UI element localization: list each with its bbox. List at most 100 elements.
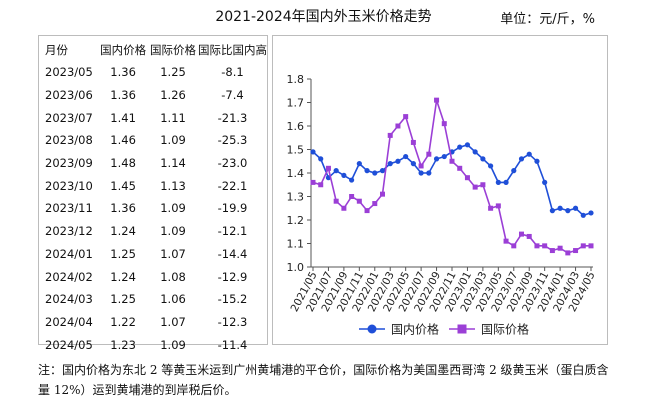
cell-domestic: 1.36 (110, 88, 136, 103)
domestic-price-point (457, 144, 463, 150)
cell-month: 2024/01 (45, 246, 93, 261)
international-price-point (588, 243, 594, 249)
cell-difference: -8.1 (221, 65, 244, 80)
international-price-point (387, 132, 393, 138)
domestic-price-point (503, 179, 509, 185)
international-price-point (410, 139, 416, 145)
international-price-point (580, 243, 586, 249)
y-tick-label: 1.1 (287, 238, 305, 251)
cell-domestic: 1.24 (110, 224, 136, 239)
cell-domestic: 1.24 (110, 269, 136, 284)
cell-difference: -12.1 (217, 224, 248, 239)
cell-difference: -11.4 (217, 337, 248, 352)
table-row: 2023/11 1.36 1.09 -19.9 (43, 197, 267, 220)
y-tick-label: 1.6 (287, 120, 305, 133)
international-price-point (488, 205, 494, 211)
header-international: 国际价格 (150, 43, 197, 57)
cell-international: 1.07 (160, 246, 186, 261)
table-row: 2023/07 1.41 1.11 -21.3 (43, 106, 267, 129)
price-table: 月份 国内价格 国际价格 国际比国内高 2023/05 1.36 1.25 -8.1 2… (43, 39, 267, 356)
cell-difference: -7.4 (221, 88, 244, 103)
table-row: 2023/06 1.36 1.26 -7.4 (43, 84, 267, 107)
international-price-point (395, 123, 401, 129)
table-row: 2023/10 1.45 1.13 -22.1 (43, 174, 267, 197)
table-body: 2023/05 1.36 1.25 -8.1 2023/06 1.36 1.26 -7.4 20… (43, 61, 267, 356)
cell-difference: -14.4 (217, 246, 248, 261)
unit-label: 单位：元/斤，% (500, 12, 595, 27)
cell-domestic: 1.25 (110, 246, 136, 261)
cell-month: 2023/07 (45, 110, 93, 125)
line-chart: 1.01.11.21.31.41.51.61.71.82021/052021/0… (287, 73, 598, 337)
y-tick-label: 1.5 (287, 144, 305, 157)
international-price-point (349, 194, 355, 199)
domestic-price-point (488, 163, 494, 169)
chart-panel: 1.0 1.1 1.2 1.3 1.4 1.5 1.6 1.7 1.8 2021/05 2021/0… (272, 35, 608, 345)
domestic-price-point (480, 156, 486, 162)
domestic-price-point (565, 208, 571, 214)
domestic-price-point (310, 149, 316, 155)
cell-domestic: 1.22 (110, 314, 136, 329)
y-tick-label: 1.8 (287, 73, 305, 86)
cell-month: 2023/08 (45, 133, 93, 148)
cell-international: 1.09 (160, 224, 186, 239)
domestic-price-point (580, 212, 586, 218)
domestic-price-point (426, 170, 432, 176)
chart-title: 2021-2024年国内外玉米价格走势 (215, 9, 432, 25)
domestic-price-point (418, 170, 424, 176)
international-price-point (511, 243, 517, 249)
domestic-price-point (557, 205, 563, 211)
international-price-point (480, 182, 486, 188)
domestic-price-point (511, 168, 517, 174)
cell-international: 1.26 (160, 88, 186, 103)
cell-month: 2023/10 (45, 178, 93, 193)
header-domestic: 国内价格 (100, 43, 147, 57)
cell-international: 1.06 (160, 292, 186, 307)
domestic-price-point (572, 205, 579, 211)
cell-domestic: 1.48 (110, 156, 136, 171)
cell-month: 2024/02 (45, 269, 93, 284)
cell-international: 1.07 (160, 314, 186, 329)
international-price-point (464, 175, 470, 181)
legend-marker-international (457, 324, 467, 334)
international-price-point (372, 201, 378, 207)
series-line-1 (312, 143, 592, 217)
legend-marker-domestic (367, 324, 377, 334)
international-price-point (526, 233, 532, 239)
international-price-point (549, 248, 555, 254)
international-price-point (310, 179, 316, 185)
cell-difference: -19.9 (217, 201, 248, 216)
legend-label-2: 国际价格 (481, 322, 529, 337)
domestic-price-point (441, 153, 447, 160)
table-header-row: 月份 国内价格 国际价格 国际比国内高 (43, 39, 267, 61)
table-row: 2024/02 1.24 1.08 -12.9 (43, 265, 267, 288)
cell-month: 2023/06 (45, 88, 93, 103)
international-price-point (418, 163, 424, 169)
cell-difference: -12.3 (217, 314, 248, 329)
y-tick-label: 1.4 (287, 167, 305, 180)
cell-international: 1.14 (160, 156, 186, 171)
domestic-price-point (379, 168, 386, 174)
cell-domestic: 1.45 (110, 178, 136, 193)
domestic-price-point (542, 179, 548, 185)
price-table-panel: 月份 国内价格 国际价格 国际比国内高 2023/05 1.36 1.25 -8.1 2… (38, 35, 268, 352)
international-price-point (449, 158, 455, 164)
international-price-point (341, 205, 347, 211)
table-row: 2024/04 1.22 1.07 -12.3 (43, 311, 267, 334)
cell-international: 1.09 (160, 337, 186, 352)
footnote: 注：国内价格为东北 2 等黄玉米运到广州黄埔港的平仓价，国际价格为美国墨西哥湾 … (38, 363, 609, 397)
y-tick-label: 1.0 (287, 261, 305, 274)
header-month: 月份 (45, 43, 68, 57)
table-row: 2023/08 1.46 1.09 -25.3 (43, 129, 267, 152)
international-price-point (542, 243, 548, 249)
cell-international: 1.08 (160, 269, 186, 284)
cell-domestic: 1.25 (110, 292, 136, 307)
table-row: 2023/09 1.48 1.14 -23.0 (43, 152, 267, 175)
header-difference: 国际比国内高 (197, 43, 267, 57)
domestic-price-point (495, 179, 501, 185)
cell-international: 1.13 (160, 178, 186, 193)
international-price-point (565, 250, 571, 256)
domestic-price-point (387, 161, 393, 167)
international-price-point (457, 165, 463, 171)
domestic-price-point (395, 158, 401, 164)
international-price-point (325, 165, 331, 171)
